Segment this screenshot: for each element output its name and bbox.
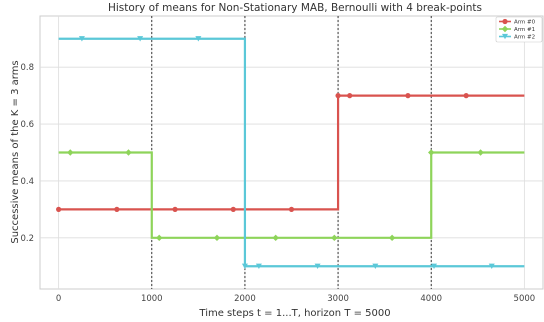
series-1-marker [477, 149, 484, 156]
series-1-marker [156, 234, 163, 242]
series-line-1 [58, 151, 525, 239]
y-tick-label: 0.4 [20, 177, 34, 187]
x-ticks: 0 1000 2000 3000 4000 5000 [56, 294, 535, 304]
series-1-marker [331, 234, 338, 242]
series-1-marker [125, 149, 132, 156]
series-2-marker [195, 36, 202, 42]
legend-marker-1 [501, 25, 509, 33]
y-tick-label: 0.2 [20, 234, 34, 244]
series-0-marker [335, 93, 341, 99]
legend-label-2: Arm #2 [514, 35, 535, 41]
x-tick-label: 3000 [327, 294, 349, 304]
series-2-marker [137, 36, 144, 42]
series-2-marker [431, 263, 438, 270]
x-tick-label: 0 [56, 294, 61, 304]
x-tick-label: 2000 [234, 294, 256, 304]
x-tick-label: 5000 [514, 294, 536, 304]
series-0-marker [114, 206, 120, 212]
y-tick-label: 0.6 [20, 120, 34, 130]
legend-marker-0 [502, 18, 508, 25]
series-2-marker [241, 263, 248, 270]
y-tick-label: 0.8 [20, 63, 34, 73]
x-tick-label: 1000 [141, 294, 163, 304]
series-2-marker [372, 263, 379, 270]
series-2-marker [255, 263, 262, 270]
series-1-marker [428, 149, 435, 156]
series-0-marker [288, 206, 295, 212]
series-0-marker [172, 206, 178, 212]
series-0-marker [405, 93, 411, 99]
series-2-marker [314, 263, 321, 270]
series-markers [56, 36, 495, 270]
series-lines [58, 37, 525, 268]
series-0-marker [230, 206, 236, 212]
series-0-marker [56, 206, 62, 212]
series-line-0 [58, 94, 525, 211]
series-1-marker [272, 234, 279, 242]
series-0-marker [463, 93, 469, 99]
series-2-marker [488, 263, 495, 270]
series-1-marker [388, 234, 396, 242]
series-1-marker [67, 149, 74, 156]
x-tick-label: 4000 [420, 294, 442, 304]
series-2-marker [78, 36, 85, 42]
legend-label-0: Arm #0 [514, 20, 536, 26]
series-0-marker [347, 93, 353, 99]
legend-label-1: Arm #1 [514, 27, 535, 33]
series-1-marker [213, 234, 221, 242]
legend-marker-2 [502, 33, 508, 40]
chart-title: History of means for Non-Stationary MAB,… [108, 2, 482, 14]
y-axis-label: Successive means of the K = 3 arms [10, 60, 21, 243]
x-axis-label: Time steps t = 1...T, horizon T = 5000 [198, 308, 390, 319]
series-line-2 [58, 37, 525, 268]
y-ticks: 0.2 0.4 0.6 0.8 [20, 63, 34, 244]
